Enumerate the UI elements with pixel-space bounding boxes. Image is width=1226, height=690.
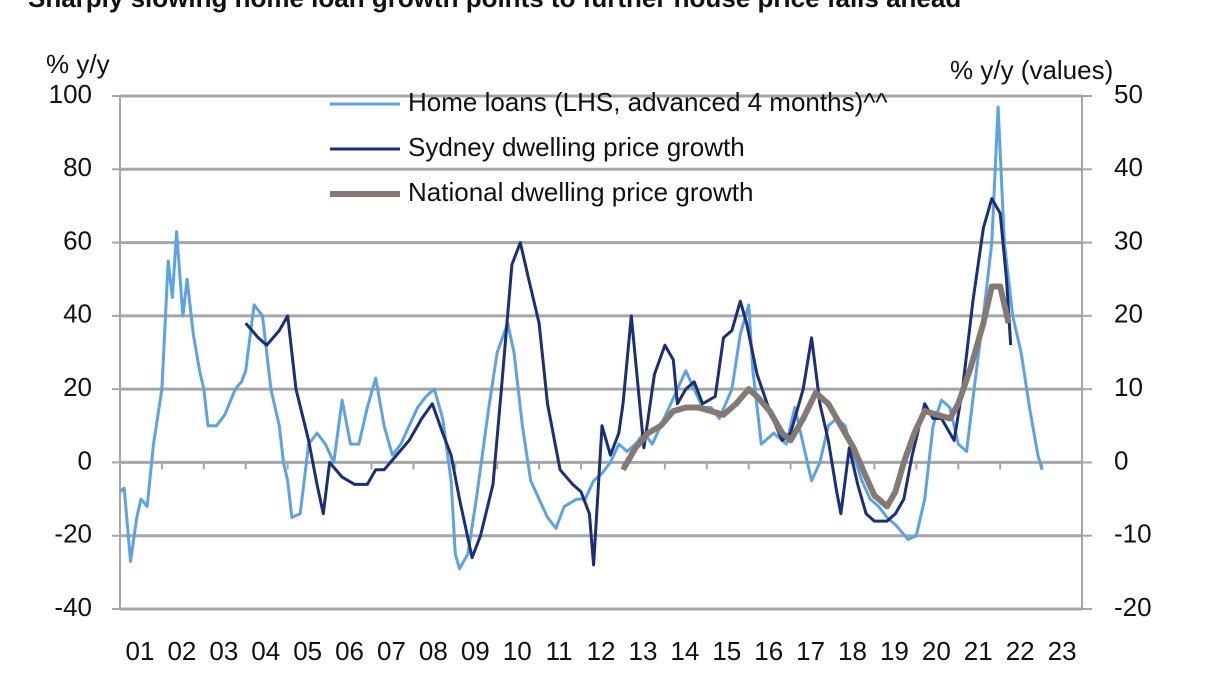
x-tick-label: 11 — [546, 636, 573, 666]
x-tick-label: 19 — [880, 636, 909, 666]
series-line — [620, 283, 1012, 510]
y-tick-label: 20 — [63, 372, 92, 402]
x-tick-label: 14 — [670, 636, 699, 666]
y-tick-label: -40 — [54, 592, 92, 622]
x-tick-label: 05 — [293, 636, 322, 666]
x-tick-label: 06 — [335, 636, 364, 666]
y2-tick-label: 30 — [1114, 225, 1143, 255]
x-tick-label: 15 — [712, 636, 741, 666]
y-axis-label: % y/y — [46, 49, 110, 79]
y2-tick-label: 50 — [1114, 79, 1143, 109]
y2-axis-label: % y/y (values) — [950, 55, 1113, 85]
x-tick-label: 20 — [922, 636, 951, 666]
y2-tick-label: 40 — [1114, 152, 1143, 182]
series-line — [244, 197, 1013, 567]
chart-title: Sharply slowing home loan growth points … — [28, 0, 961, 13]
x-tick-label: 04 — [251, 636, 280, 666]
legend-label: National dwelling price growth — [408, 177, 753, 207]
x-tick-label: 07 — [377, 636, 406, 666]
y2-tick-label: 0 — [1114, 445, 1128, 475]
x-tick-label: 12 — [587, 636, 616, 666]
x-tick-label: 18 — [838, 636, 867, 666]
legend-label: Home loans (LHS, advanced 4 months)^^ — [408, 87, 888, 117]
y-tick-label: 60 — [63, 225, 92, 255]
y-tick-label: 0 — [78, 445, 92, 475]
x-tick-label: 08 — [419, 636, 448, 666]
x-tick-label: 10 — [503, 636, 532, 666]
y2-tick-label: -10 — [1114, 519, 1152, 549]
y-tick-label: 40 — [63, 299, 92, 329]
y2-tick-label: 20 — [1114, 299, 1143, 329]
y-tick-label: -20 — [54, 519, 92, 549]
series-line — [119, 105, 1044, 571]
x-tick-label: 01 — [126, 636, 155, 666]
y2-tick-label: 10 — [1114, 372, 1143, 402]
x-tick-label: 16 — [754, 636, 783, 666]
x-tick-label: 02 — [167, 636, 196, 666]
x-tick-label: 21 — [964, 636, 993, 666]
x-tick-label: 22 — [1006, 636, 1035, 666]
y2-tick-label: -20 — [1114, 592, 1152, 622]
x-tick-label: 09 — [461, 636, 490, 666]
y-tick-label: 100 — [49, 79, 92, 109]
x-tick-label: 23 — [1048, 636, 1077, 666]
y-tick-label: 80 — [63, 152, 92, 182]
x-tick-label: 03 — [209, 636, 238, 666]
x-tick-label: 17 — [796, 636, 825, 666]
legend-label: Sydney dwelling price growth — [408, 132, 745, 162]
x-tick-label: 13 — [628, 636, 657, 666]
